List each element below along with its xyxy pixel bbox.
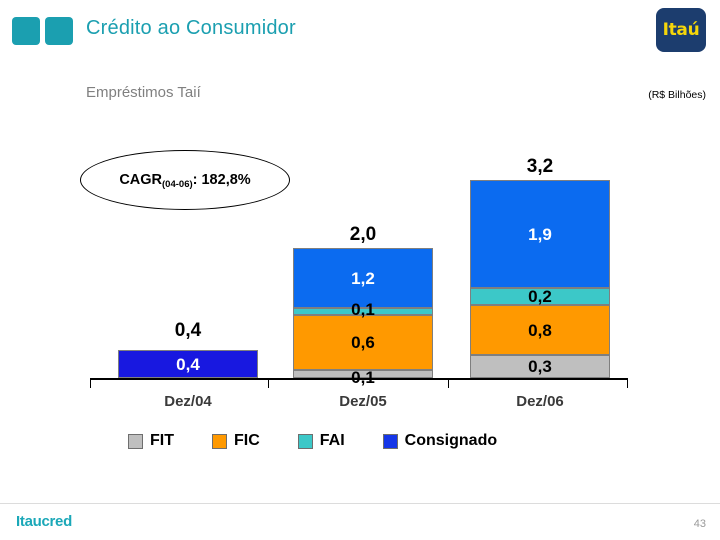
x-axis-label-dez05: Dez/05 [339, 393, 387, 410]
segment-value-label: 0,3 [528, 357, 552, 376]
footer-brand: Itaucred [16, 513, 72, 530]
bar-segment-fai-dez05[interactable] [293, 308, 433, 315]
segment-value-label: 0,6 [351, 333, 375, 352]
legend-swatch-fic-icon [212, 433, 227, 449]
segment-value-label: 0,4 [176, 354, 200, 374]
itau-logo-text: Itaú [662, 20, 700, 40]
axis-tick [627, 380, 628, 388]
bar-total-dez05: 2,0 [349, 224, 377, 245]
bar-total-dez06: 3,2 [526, 156, 554, 177]
cagr-callout: CAGR(04-06): 182,8% [80, 150, 290, 210]
cagr-prefix: CAGR [119, 172, 163, 188]
chart-units-label: (R$ Bilhões) [648, 89, 706, 101]
legend-label-fic: FIC [234, 432, 260, 449]
legend-swatch-fai-icon [297, 433, 313, 449]
bar-segment-fit-dez05[interactable] [293, 370, 433, 378]
bar-segment-fai-dez06[interactable]: 0,2 [470, 288, 610, 305]
legend-item-fai[interactable]: FAI [297, 432, 345, 450]
legend-item-consignado[interactable]: Consignado [382, 432, 498, 450]
chart-x-axis [90, 378, 628, 380]
cagr-subscript: (04-06) [162, 179, 193, 190]
cagr-value: : 182,8% [192, 172, 251, 188]
bar-segment-consignado-dez04[interactable]: 0,4 [118, 350, 258, 378]
legend-label-fit: FIT [150, 432, 174, 449]
legend-item-fit[interactable]: FIT [128, 432, 174, 450]
segment-value-label: 0,2 [528, 287, 552, 306]
legend-label-fai: FAI [319, 432, 345, 449]
axis-tick [90, 380, 91, 388]
brand-square-right-icon [45, 17, 73, 45]
bar-segment-fic-dez06[interactable]: 0,8 [470, 305, 610, 355]
axis-tick [268, 380, 269, 388]
legend-label-consignado: Consignado [404, 432, 498, 449]
segment-value-label: 0,8 [528, 320, 552, 340]
x-axis-label-dez06: Dez/06 [516, 393, 564, 410]
bar-segment-consignado-dez06[interactable]: 1,9 [470, 180, 610, 288]
segment-value-label: 1,2 [351, 268, 375, 288]
bar-segment-consignado-dez05[interactable]: 1,2 [293, 248, 433, 308]
axis-tick [448, 380, 449, 388]
bar-total-dez04: 0,4 [174, 320, 202, 341]
footer-divider [0, 503, 720, 504]
bar-segment-fic-dez05[interactable]: 0,6 [293, 315, 433, 370]
stacked-bar-chart: 0,4 0,4 Dez/04 2,0 1,2 0,6 0,1 0,1 Dez/ [90, 156, 628, 410]
page-title: Crédito ao Consumidor [86, 17, 296, 39]
bar-segment-fit-dez06[interactable]: 0,3 [470, 355, 610, 378]
page-subtitle: Empréstimos Taií [86, 84, 201, 101]
footer-page-number: 43 [693, 518, 706, 530]
cagr-callout-text: CAGR(04-06): 182,8% [119, 172, 251, 190]
itau-logo: Itaú [656, 8, 706, 52]
legend-swatch-consignado-icon [382, 433, 398, 449]
brand-square-left-icon [12, 17, 40, 45]
segment-value-label: 1,9 [528, 224, 552, 244]
legend-swatch-fit-icon [128, 433, 143, 449]
legend-item-fic[interactable]: FIC [212, 432, 260, 450]
chart-legend: FIT FIC FAI Consignado [128, 432, 497, 450]
brand-squares-icon [12, 17, 73, 45]
x-axis-label-dez04: Dez/04 [164, 393, 212, 410]
